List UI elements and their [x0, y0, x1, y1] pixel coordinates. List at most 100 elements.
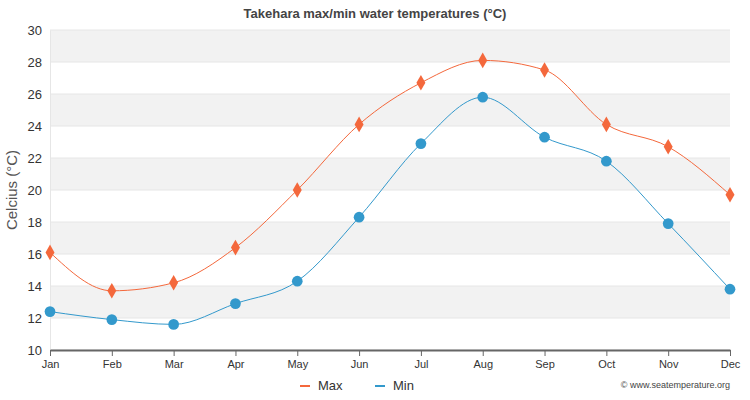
x-tick-mark	[50, 350, 51, 356]
title: Takehara max/min water temperatures (°C)	[244, 6, 507, 21]
grid	[50, 30, 730, 350]
grid-line	[50, 62, 730, 63]
grid-line	[50, 94, 730, 95]
x-tick-mark	[235, 350, 236, 356]
y-tick: 26	[28, 87, 50, 102]
grid-band	[50, 222, 730, 254]
y-axis-line	[50, 31, 51, 351]
grid-band	[50, 94, 730, 126]
x-tick-label: Jun	[351, 358, 369, 370]
y-tick-label: 12	[28, 311, 42, 326]
y-tick: 22	[28, 151, 50, 166]
y-tick-label: 22	[28, 151, 42, 166]
x-tick-label: Apr	[227, 358, 244, 370]
x-tick: Jul	[414, 350, 428, 370]
y-tick: 14	[28, 279, 50, 294]
x-tick-label: Sep	[535, 358, 555, 370]
y-tick-label: 14	[28, 279, 42, 294]
grid-bands	[50, 30, 730, 318]
x-tick-mark	[668, 350, 669, 356]
x-tick-mark	[421, 350, 422, 356]
series-marker	[230, 298, 241, 309]
series-marker	[602, 117, 611, 133]
grid-line	[50, 350, 730, 351]
series-marker	[355, 117, 364, 133]
legend: Max Min	[300, 378, 414, 393]
grid-band	[50, 30, 730, 62]
series-line	[50, 60, 730, 290]
y-tick: 18	[28, 215, 50, 230]
x-tick-label: Dec	[721, 358, 741, 370]
y-tick-label: 20	[28, 183, 42, 198]
x-tick: Mar	[165, 350, 184, 370]
series-line	[50, 97, 730, 324]
series-layer	[45, 53, 736, 330]
series-marker	[45, 306, 56, 317]
chart: 10 12 14 16 18 20 22 24 26 28 30 Jan Feb Mar Apr May Jun…	[0, 0, 750, 400]
series-marker	[540, 62, 549, 78]
x-tick-mark	[483, 350, 484, 356]
series-marker	[107, 283, 116, 299]
y-tick-label: 18	[28, 215, 42, 230]
x-tick-label: May	[287, 358, 308, 370]
series-marker	[539, 132, 550, 143]
series-marker	[168, 319, 179, 330]
legend-swatch	[300, 385, 310, 387]
legend-label: Max	[318, 378, 343, 393]
series-marker	[601, 156, 612, 167]
credit: © www.seatemperature.org	[621, 380, 730, 390]
x-tick-label: Jan	[42, 358, 60, 370]
series-marker	[354, 212, 365, 223]
y-tick-label: 16	[28, 247, 42, 262]
series-marker	[106, 314, 117, 325]
series-marker	[726, 187, 735, 203]
y-tick: 20	[28, 183, 50, 198]
series-marker	[725, 284, 736, 295]
x-tick: Oct	[598, 350, 615, 370]
x-tick-mark	[297, 350, 298, 356]
grid-line	[50, 126, 730, 127]
x-tick-label: Nov	[659, 358, 679, 370]
series-marker	[477, 92, 488, 103]
x-tick-label: Aug	[473, 358, 493, 370]
y-tick-label: 26	[28, 87, 42, 102]
series-marker	[293, 182, 302, 198]
x-tick: Jun	[351, 350, 369, 370]
y-tick-label: 24	[28, 119, 42, 134]
series-marker	[416, 138, 427, 149]
legend-swatch	[375, 385, 385, 387]
x-tick-label: Feb	[103, 358, 122, 370]
grid-line	[50, 286, 730, 287]
y-tick-label: 10	[28, 343, 42, 358]
x-tick-mark	[112, 350, 113, 356]
series-marker	[292, 276, 303, 287]
series-marker	[663, 218, 674, 229]
x-tick-label: Jul	[414, 358, 428, 370]
y-tick-label: 30	[28, 23, 42, 38]
y-tick-label: 28	[28, 55, 42, 70]
x-tick: Nov	[659, 350, 679, 370]
x-axis: Jan Feb Mar Apr May Jun Jul Aug Sep Oct Nov Dec	[42, 350, 741, 370]
y-tick: 30	[28, 23, 50, 38]
x-axis-line	[51, 350, 731, 352]
grid-line	[50, 190, 730, 191]
series-marker	[478, 53, 487, 69]
y-axis-title: Celcius (°C)	[3, 150, 20, 230]
plot: 10 12 14 16 18 20 22 24 26 28 30 Jan Feb Mar Apr May Jun…	[28, 23, 741, 370]
x-tick-mark	[174, 350, 175, 356]
grid-line	[50, 318, 730, 319]
x-tick: May	[287, 350, 308, 370]
grid-line	[50, 158, 730, 159]
y-tick: 24	[28, 119, 50, 134]
x-tick: Aug	[473, 350, 493, 370]
x-tick-label: Mar	[165, 358, 184, 370]
x-tick-mark	[606, 350, 607, 356]
legend-label: Min	[393, 378, 414, 393]
grid-band	[50, 286, 730, 318]
x-tick: Apr	[227, 350, 244, 370]
x-tick-mark	[545, 350, 546, 356]
grid-line	[50, 222, 730, 223]
series-marker	[46, 245, 55, 261]
series-marker	[664, 139, 673, 155]
x-tick: Sep	[535, 350, 555, 370]
